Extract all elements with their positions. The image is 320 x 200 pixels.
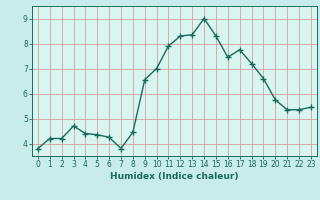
X-axis label: Humidex (Indice chaleur): Humidex (Indice chaleur) [110, 172, 239, 181]
